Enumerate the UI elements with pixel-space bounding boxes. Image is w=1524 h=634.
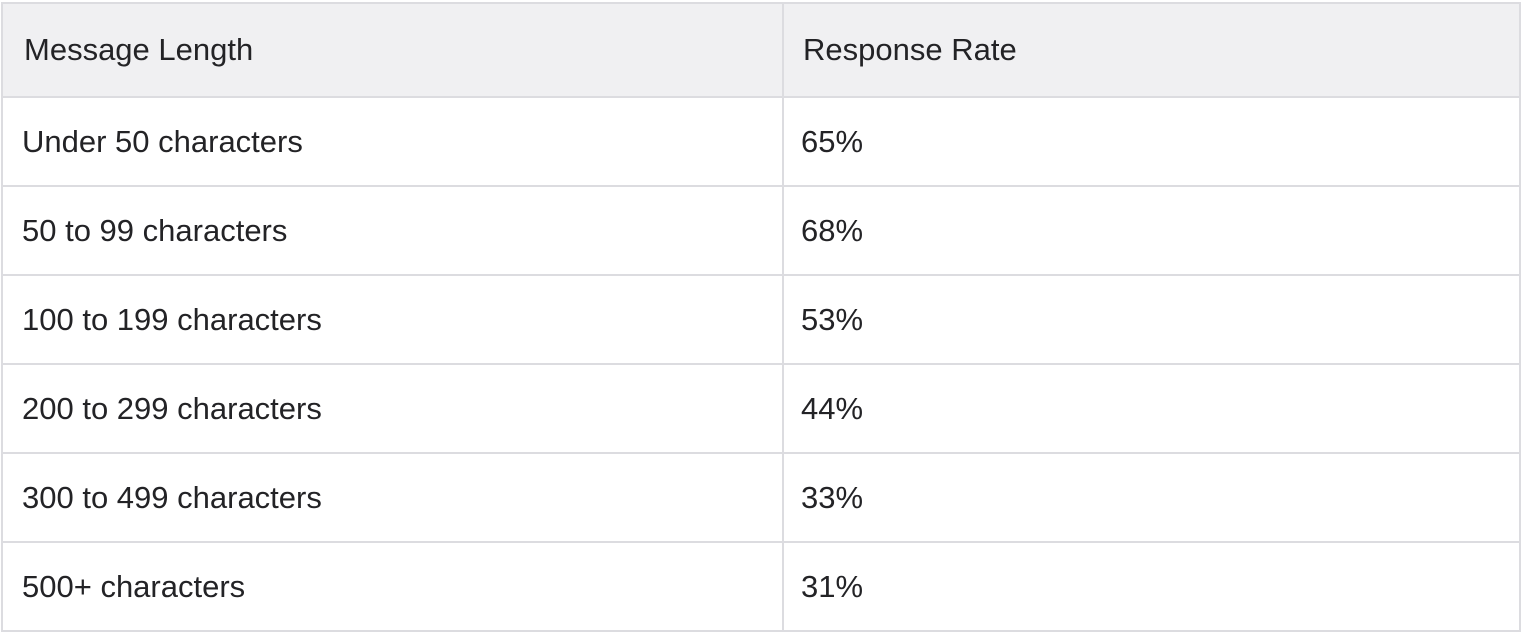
table-row: 100 to 199 characters 53% (1, 274, 1521, 365)
cell-response-rate: 44% (782, 363, 1521, 454)
table-row: 50 to 99 characters 68% (1, 185, 1521, 276)
table-row: 300 to 499 characters 33% (1, 452, 1521, 543)
column-header-response-rate: Response Rate (782, 2, 1521, 98)
cell-response-rate: 53% (782, 274, 1521, 365)
cell-message-length: 300 to 499 characters (1, 452, 784, 543)
cell-message-length: 200 to 299 characters (1, 363, 784, 454)
table-body: Under 50 characters 65% 50 to 99 charact… (1, 96, 1521, 632)
cell-message-length: Under 50 characters (1, 96, 784, 187)
cell-message-length: 50 to 99 characters (1, 185, 784, 276)
cell-response-rate: 68% (782, 185, 1521, 276)
cell-response-rate: 65% (782, 96, 1521, 187)
cell-response-rate: 31% (782, 541, 1521, 632)
cell-message-length: 100 to 199 characters (1, 274, 784, 365)
cell-message-length: 500+ characters (1, 541, 784, 632)
cell-response-rate: 33% (782, 452, 1521, 543)
table-row: Under 50 characters 65% (1, 96, 1521, 187)
table-row: 200 to 299 characters 44% (1, 363, 1521, 454)
column-header-message-length: Message Length (1, 2, 784, 98)
header-row: Message Length Response Rate (1, 2, 1521, 98)
table-header: Message Length Response Rate (1, 2, 1521, 98)
table-row: 500+ characters 31% (1, 541, 1521, 632)
